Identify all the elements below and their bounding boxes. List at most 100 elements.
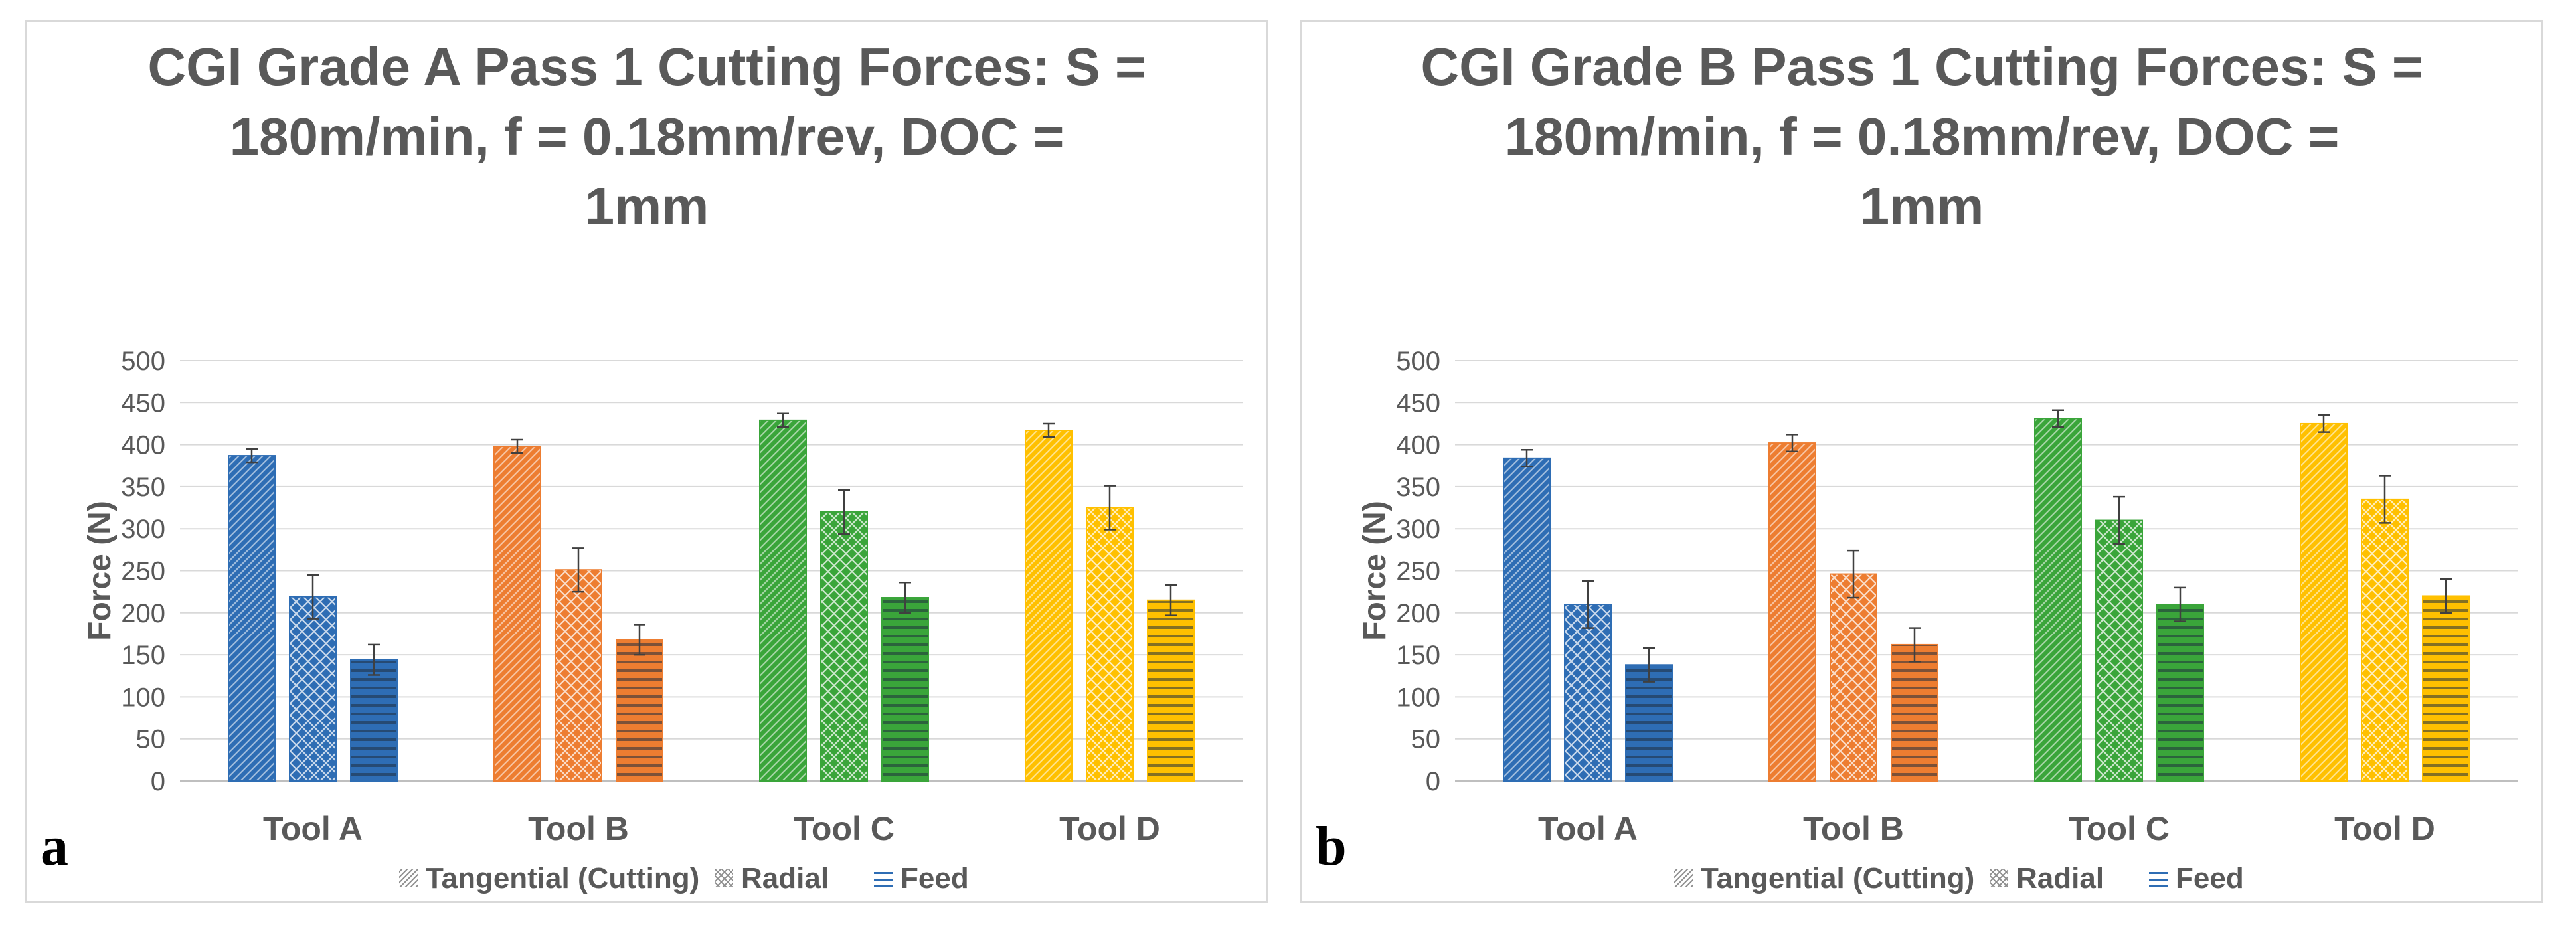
x-category-label: Tool D [1059, 810, 1160, 847]
chart-title-line-2: 180m/min, f = 0.18mm/rev, DOC = [230, 107, 1065, 166]
error-bar [2318, 414, 2330, 433]
legend-label: Radial [741, 862, 829, 894]
bar-tool-a-feed [1625, 664, 1673, 782]
x-category-label: Tool A [263, 810, 363, 847]
y-tick-label: 50 [136, 725, 166, 754]
y-tick-label: 200 [121, 599, 165, 628]
y-tick-label: 200 [1396, 599, 1440, 628]
bar-tool-a-feed [350, 659, 398, 782]
x-category-label: Tool B [528, 810, 629, 847]
legend-swatch [1674, 869, 1693, 887]
panel-label-a: a [41, 815, 68, 877]
y-tick-label: 0 [1426, 767, 1440, 796]
chart-panel-b: CGI Grade B Pass 1 Cutting Forces: S = 18… [1300, 20, 2543, 903]
x-category-label: Tool C [2069, 810, 2170, 847]
bar-tool-c-tangential [759, 419, 807, 782]
bar-tool-b-tangential [1768, 442, 1816, 782]
error-bar [2379, 475, 2391, 524]
bar-tool-b-feed [1891, 643, 1938, 782]
y-tick-label: 450 [1396, 388, 1440, 418]
y-tick-label: 100 [1396, 683, 1440, 712]
chart-title-line-3: 1mm [1860, 177, 1984, 236]
legend-swatch [399, 869, 418, 887]
chart-title-line-3: 1mm [585, 177, 709, 236]
error-bar [1043, 422, 1055, 438]
error-bar [511, 438, 523, 454]
y-tick-label: 400 [1396, 431, 1440, 460]
bar-tool-a-tangential [1503, 457, 1551, 782]
error-bar [1521, 448, 1533, 467]
chart-title-line-1: CGI Grade A Pass 1 Cutting Forces: S = [147, 37, 1146, 96]
y-tick-label: 350 [1396, 473, 1440, 502]
error-bar [572, 547, 584, 593]
bar-tool-c-radial [2095, 519, 2143, 782]
x-category-label: Tool A [1538, 810, 1638, 847]
error-bar [777, 412, 789, 428]
error-bar [634, 624, 645, 656]
y-tick-label: 50 [1411, 725, 1441, 754]
x-category-label: Tool B [1803, 810, 1904, 847]
y-tick-label: 350 [121, 473, 165, 502]
bar-tool-a-tangential [228, 455, 276, 782]
y-axis-label: Force (N) [1357, 501, 1393, 641]
y-tick-label: 0 [151, 767, 165, 796]
error-bar [1582, 580, 1594, 629]
error-bar [2174, 586, 2186, 622]
y-tick-label: 500 [121, 347, 165, 376]
legend-label: Feed [2176, 862, 2244, 894]
error-bar [838, 489, 850, 535]
y-tick-label: 400 [121, 431, 165, 460]
error-bar [1786, 434, 1798, 452]
bar-tool-b-feed [616, 639, 663, 782]
y-axis-label: Force (N) [82, 501, 118, 641]
chart-panel-a: CGI Grade A Pass 1 Cutting Forces: S = 18… [25, 20, 1268, 903]
bar-tool-d-tangential [2300, 422, 2348, 782]
legend-label: Radial [2016, 862, 2104, 894]
bar-tool-d-feed [2422, 595, 2470, 782]
bar-tool-a-radial [289, 596, 337, 782]
x-category-label: Tool D [2334, 810, 2435, 847]
error-bar [2113, 495, 2125, 545]
bar-tool-c-feed [881, 597, 929, 782]
bar-tool-d-tangential [1025, 430, 1073, 782]
error-bar [307, 574, 319, 620]
bar-tool-c-feed [2156, 604, 2204, 782]
legend-label: Feed [901, 862, 969, 894]
y-tick-label: 450 [121, 388, 165, 418]
bar-tool-d-radial [2361, 498, 2409, 782]
panel-label-b: b [1316, 815, 1347, 877]
y-tick-label: 250 [121, 557, 165, 586]
legend-swatch [715, 869, 733, 887]
y-tick-label: 150 [121, 641, 165, 670]
y-tick-label: 500 [1396, 347, 1440, 376]
bar-tool-b-radial [1830, 573, 1877, 782]
error-bar [1847, 549, 1859, 599]
bar-tool-d-feed [1147, 599, 1195, 782]
legend-swatch [874, 869, 893, 887]
error-bar [2440, 578, 2452, 614]
x-category-label: Tool C [794, 810, 895, 847]
error-bar [1165, 584, 1177, 616]
legend-swatch [2149, 869, 2168, 887]
bar-tool-b-radial [555, 569, 602, 782]
error-bar [1643, 647, 1655, 683]
y-tick-label: 100 [121, 683, 165, 712]
bar-tool-b-tangential [493, 446, 541, 782]
error-bar [2052, 409, 2064, 428]
chart-b: CGI Grade B Pass 1 Cutting Forces: S = 18… [1357, 37, 2518, 894]
error-bar [1909, 627, 1921, 663]
error-bar [368, 643, 380, 676]
bar-tool-c-radial [820, 511, 868, 782]
bar-tool-c-tangential [2034, 418, 2082, 782]
legend-label: Tangential (Cutting) [1701, 862, 1974, 894]
error-bar [899, 581, 911, 614]
y-tick-label: 300 [121, 515, 165, 544]
bar-tool-a-radial [1564, 604, 1612, 782]
bar-tool-d-radial [1086, 507, 1134, 782]
chart-title-line-2: 180m/min, f = 0.18mm/rev, DOC = [1505, 107, 2340, 166]
y-tick-label: 300 [1396, 515, 1440, 544]
legend-label: Tangential (Cutting) [426, 862, 699, 894]
chart-a: CGI Grade A Pass 1 Cutting Forces: S = 18… [82, 37, 1243, 894]
chart-title-line-1: CGI Grade B Pass 1 Cutting Forces: S = [1420, 37, 2423, 96]
error-bar [1104, 485, 1116, 531]
